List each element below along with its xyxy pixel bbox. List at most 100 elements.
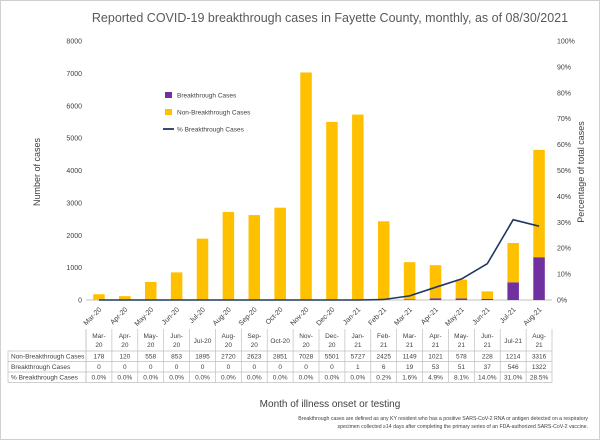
table-cell: 5727 <box>351 353 366 360</box>
table-column-label: Apr- <box>119 333 131 340</box>
table-cell: 2425 <box>376 353 391 360</box>
y2-tick-label: 50% <box>557 168 571 175</box>
table-column-label: Nov- <box>299 333 313 340</box>
non-breakthrough-bar <box>377 221 390 300</box>
x-tick-label: Jul-20 <box>188 306 207 325</box>
x-tick-label: Oct-20 <box>265 306 285 326</box>
table-cell: 178 <box>94 353 105 360</box>
non-breakthrough-bar <box>326 121 338 301</box>
table-cell: 2720 <box>221 353 236 360</box>
table-column-label: Dec- <box>325 333 339 340</box>
table-column-label: 20 <box>173 342 181 349</box>
table-cell: 28.5% <box>530 374 549 381</box>
table-cell: 853 <box>171 353 182 360</box>
percent-breakthrough-line <box>98 218 540 301</box>
footnote-line: Breakthrough cases are defined as any KY… <box>298 416 588 422</box>
plot-area: 0 1000 2000 3000 4000 5000 6000 7000 8000 0% 10% 20… <box>66 39 574 328</box>
table-cell: 0.0% <box>247 374 262 381</box>
table-column-label: Jan- <box>352 333 365 340</box>
table-cell: 0.0% <box>350 374 365 381</box>
table-cell: 7028 <box>299 353 314 360</box>
table-column-label: 20 <box>147 342 155 349</box>
x-tick-label: May-21 <box>444 306 466 328</box>
table-cell: 1 <box>356 364 360 371</box>
legend-label: Breakthrough Cases <box>177 92 237 99</box>
table-cell: 0.0% <box>117 374 132 381</box>
table-cell: 53 <box>432 364 440 371</box>
table-column-label: 21 <box>380 342 388 349</box>
table-cell: 228 <box>482 353 493 360</box>
table-cell: 0 <box>227 364 231 371</box>
table-cell: 558 <box>145 353 156 360</box>
footnote-line: specimen collected ≥14 days after comple… <box>337 424 588 430</box>
table-cell: 0.0% <box>221 374 236 381</box>
table-cell: 0 <box>123 364 127 371</box>
table-cell: 0.0% <box>143 374 158 381</box>
breakthrough-bar <box>429 298 442 300</box>
non-breakthrough-bar <box>352 114 364 300</box>
x-tick-label: Aug-20 <box>212 306 233 327</box>
table-cell: 0 <box>175 364 179 371</box>
table-column-label: Jun- <box>481 333 494 340</box>
data-table: Mar- 20 Apr- 20 May- 20 Jun- 20 Jul-20 Aug- 20 Sep-… <box>7 329 553 383</box>
table-cell: 1214 <box>506 353 521 360</box>
table-cell: 8.1% <box>454 374 469 381</box>
table-column-label: Feb- <box>377 333 390 340</box>
table-column-label: May- <box>454 333 468 340</box>
table-cell: 0.0% <box>325 374 340 381</box>
non-breakthrough-bar <box>196 238 209 300</box>
table-cell: 1322 <box>532 364 547 371</box>
non-breakthrough-bar <box>429 265 442 299</box>
x-tick-label: May-20 <box>134 306 156 328</box>
table-column-label: 21 <box>432 342 440 349</box>
y-tick-label: 7000 <box>66 71 82 78</box>
x-tick-label: Feb-21 <box>367 306 388 327</box>
table-cell: 546 <box>508 364 519 371</box>
non-breakthrough-bar <box>170 272 183 300</box>
table-cell: 0.0% <box>92 374 107 381</box>
table-column-label: Oct-20 <box>270 338 290 345</box>
y-tick-label: 1000 <box>66 265 82 272</box>
table-cell: 5501 <box>325 353 340 360</box>
x-tick-label: Mar-20 <box>83 306 104 327</box>
y2-tick-label: 70% <box>557 116 571 123</box>
table-column-label: Apr- <box>429 333 441 340</box>
non-breakthrough-bar <box>533 149 545 258</box>
x-tick-label: Nov-20 <box>290 306 311 327</box>
y-tick-label: 6000 <box>66 103 82 110</box>
legend-swatch-breakthrough <box>165 92 172 98</box>
table-cell: 1021 <box>428 353 443 360</box>
table-column-label: 21 <box>406 342 414 349</box>
non-breakthrough-bar <box>300 72 312 300</box>
table-cell: 1895 <box>195 353 210 360</box>
table-cell: 0.0% <box>169 374 184 381</box>
y2-tick-label: 40% <box>557 194 571 201</box>
table-cell: 2623 <box>247 353 262 360</box>
table-cell: 4.9% <box>428 374 443 381</box>
table-cell: 0.0% <box>299 374 314 381</box>
y-axis-title: Number of cases <box>32 137 42 206</box>
table-column-label: 21 <box>458 342 466 349</box>
table-column-label: 20 <box>121 342 129 349</box>
chart-title: Reported COVID-19 breakthrough cases in … <box>92 11 568 25</box>
y2-axis-title: Percentage of total cases <box>576 121 586 223</box>
x-tick-label: Apr-20 <box>109 306 129 326</box>
breakthrough-bar <box>455 298 468 300</box>
legend-swatch-non-breakthrough <box>165 109 172 115</box>
table-row-label: Breakthrough Cases <box>11 364 71 371</box>
table-cell: 6 <box>382 364 386 371</box>
y2-tick-label: 30% <box>557 220 571 227</box>
non-breakthrough-bar <box>93 294 105 300</box>
table-column-label: 21 <box>535 342 543 349</box>
non-breakthrough-bar <box>248 215 261 300</box>
table-cell: 3316 <box>532 353 547 360</box>
y-tick-label: 8000 <box>66 39 82 46</box>
table-column-label: Mar- <box>92 333 105 340</box>
y-tick-label: 2000 <box>66 233 82 240</box>
x-tick-label: Dec-20 <box>315 306 336 327</box>
non-breakthrough-bar <box>119 296 131 300</box>
table-cell: 0.2% <box>376 374 391 381</box>
table-cell: 0 <box>201 364 205 371</box>
table-cell: 1.6% <box>402 374 417 381</box>
